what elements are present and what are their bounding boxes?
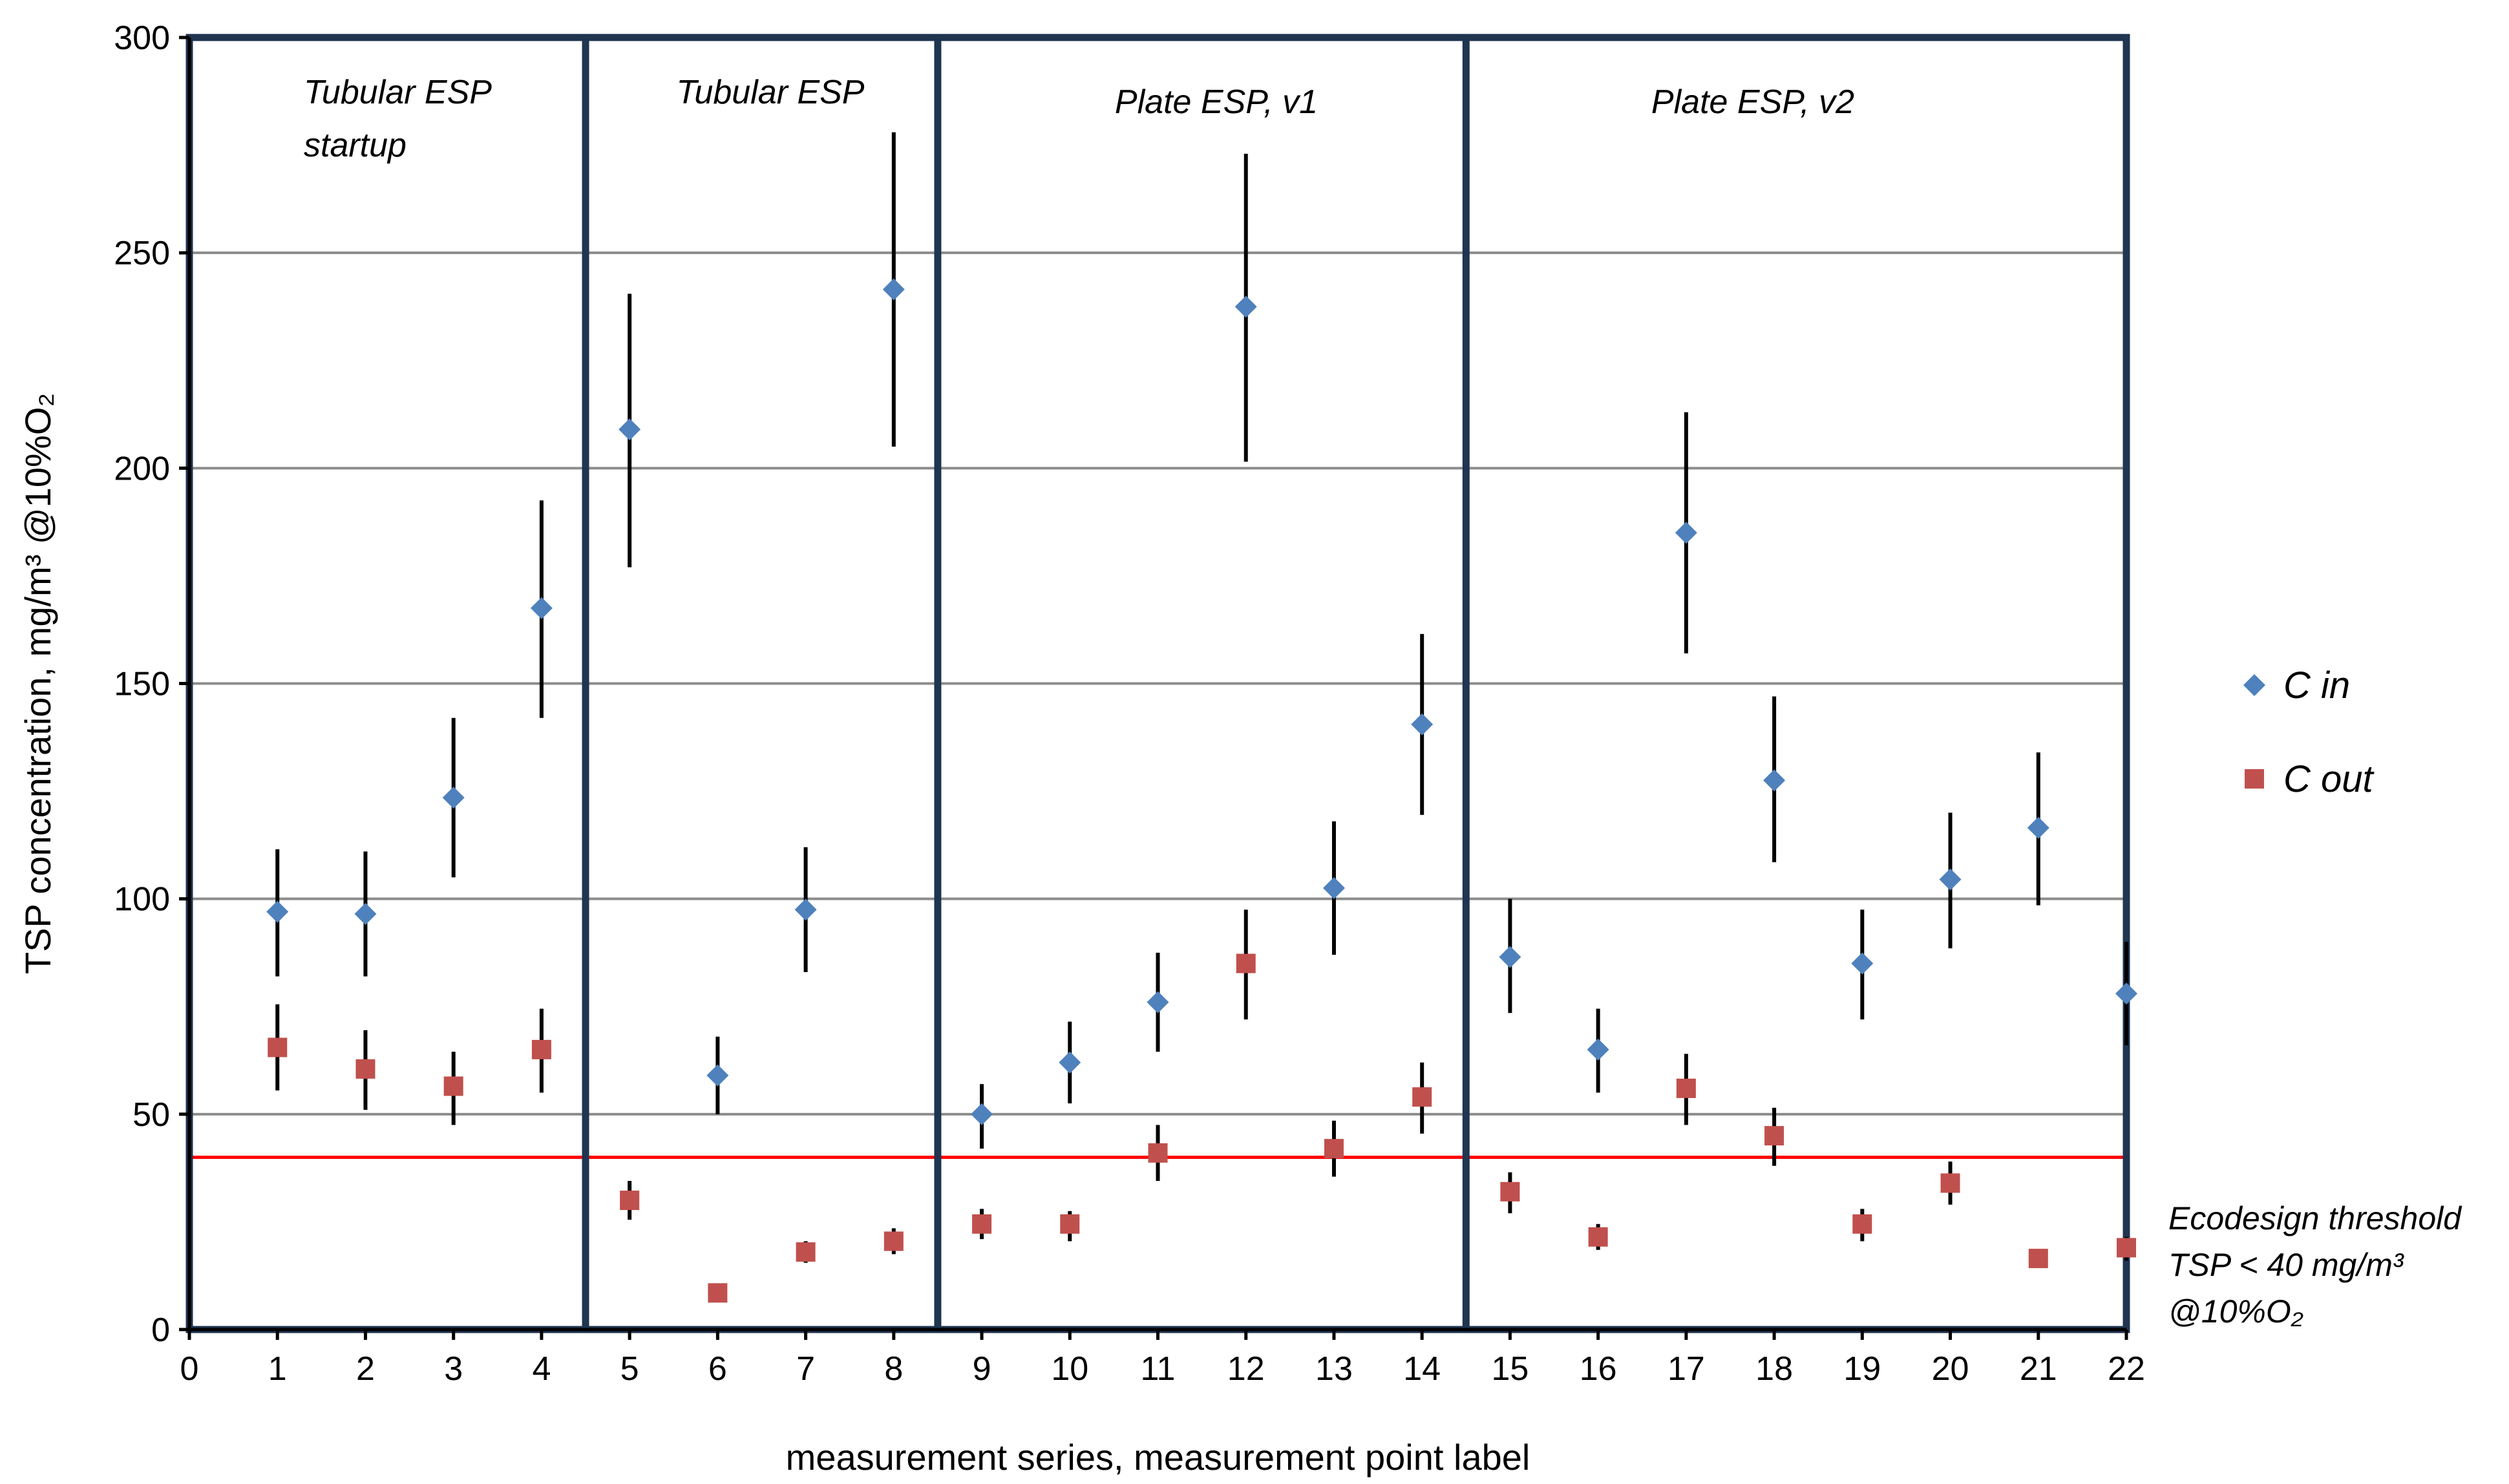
- x-tick-label-17: 17: [1667, 1350, 1705, 1388]
- c-out-point-15: [1500, 1182, 1520, 1202]
- c-in-point-10: [1059, 1051, 1081, 1074]
- c-out-point-13: [1324, 1139, 1344, 1159]
- c-out-point-18: [1764, 1126, 1784, 1146]
- x-tick-label-7: 7: [796, 1350, 815, 1388]
- x-tick-label-10: 10: [1051, 1350, 1088, 1388]
- x-tick-label-12: 12: [1227, 1350, 1265, 1388]
- c-in-point-16: [1587, 1038, 1609, 1061]
- c-out-point-4: [531, 1039, 551, 1059]
- c-out-point-1: [268, 1037, 288, 1057]
- y-tick-label-250: 250: [114, 235, 170, 272]
- x-tick-label-8: 8: [884, 1350, 903, 1388]
- c-out-point-19: [1852, 1214, 1872, 1234]
- data-points: [266, 278, 2137, 1303]
- c-out-point-17: [1676, 1078, 1696, 1098]
- c-in-point-22: [2115, 982, 2137, 1005]
- x-tick-label-20: 20: [1932, 1350, 1969, 1388]
- c-in-point-20: [1939, 868, 1962, 891]
- c-out-point-10: [1060, 1214, 1080, 1234]
- c-in-point-11: [1147, 991, 1169, 1013]
- x-tick-label-6: 6: [708, 1350, 727, 1388]
- c-in-point-4: [530, 597, 553, 619]
- c-in-point-6: [706, 1064, 729, 1086]
- c-in-point-21: [2027, 816, 2049, 839]
- c-out-point-7: [796, 1242, 816, 1262]
- region-label-1: Tubular ESP startup: [304, 74, 492, 164]
- y-tick-label-200: 200: [114, 450, 170, 487]
- y-tick-label-150: 150: [114, 666, 170, 703]
- y-tick-label-100: 100: [114, 881, 170, 918]
- c-in-point-9: [971, 1103, 993, 1125]
- c-out-point-5: [620, 1191, 640, 1211]
- x-tick-label-21: 21: [2020, 1350, 2057, 1388]
- c-out-point-16: [1588, 1227, 1608, 1247]
- c-in-point-8: [882, 278, 905, 301]
- region-label-4: Plate ESP, v2: [1651, 83, 1854, 121]
- x-tick-label-15: 15: [1491, 1350, 1529, 1388]
- c-out-point-12: [1236, 953, 1256, 973]
- legend-c-in-label: C in: [2283, 664, 2350, 706]
- c-in-point-18: [1763, 769, 1786, 792]
- error-bars: [275, 132, 2128, 1263]
- x-tick-label-22: 22: [2108, 1350, 2145, 1388]
- x-tick-label-2: 2: [356, 1350, 375, 1388]
- x-tick-label-1: 1: [268, 1350, 287, 1388]
- x-tick-label-4: 4: [532, 1350, 551, 1388]
- y-tick-label-300: 300: [114, 19, 170, 57]
- c-out-point-20: [1940, 1173, 1960, 1193]
- legend: C in C out: [2243, 664, 2375, 800]
- c-in-point-14: [1411, 713, 1434, 736]
- c-in-point-2: [354, 902, 377, 925]
- x-axis-title: measurement series, measurement point la…: [786, 1437, 1530, 1478]
- x-tick-label-5: 5: [620, 1350, 639, 1388]
- c-in-point-17: [1675, 522, 1697, 544]
- c-in-point-19: [1851, 952, 1874, 975]
- y-tick-label-50: 50: [132, 1096, 170, 1134]
- c-out-point-9: [972, 1214, 992, 1234]
- x-tick-label-9: 9: [973, 1350, 991, 1388]
- legend-c-out-marker: [2245, 769, 2264, 789]
- threshold-note: Ecodesign threshold TSP < 40 mg/m³ @10%O₂: [2168, 1200, 2462, 1330]
- region-label-3: Plate ESP, v1: [1115, 83, 1318, 121]
- c-in-point-5: [619, 418, 641, 441]
- c-out-point-21: [2028, 1249, 2048, 1269]
- x-tick-label-14: 14: [1403, 1350, 1441, 1388]
- legend-c-in-marker: [2243, 674, 2265, 696]
- c-out-point-2: [355, 1059, 376, 1079]
- c-in-point-15: [1499, 946, 1521, 968]
- x-tick-label-13: 13: [1315, 1350, 1353, 1388]
- legend-c-out-label: C out: [2283, 758, 2375, 800]
- x-tick-label-18: 18: [1755, 1350, 1793, 1388]
- y-tick-label-0: 0: [151, 1311, 170, 1349]
- c-in-point-12: [1234, 295, 1257, 318]
- x-tick-label-16: 16: [1580, 1350, 1617, 1388]
- c-out-point-14: [1412, 1087, 1432, 1107]
- c-out-point-11: [1148, 1143, 1168, 1163]
- c-in-point-1: [266, 900, 289, 923]
- c-out-point-3: [443, 1076, 463, 1096]
- c-out-point-8: [884, 1231, 904, 1251]
- c-out-point-22: [2117, 1238, 2136, 1258]
- x-tick-label-11: 11: [1141, 1350, 1176, 1388]
- x-tick-label-19: 19: [1843, 1350, 1881, 1388]
- x-tick-label-0: 0: [180, 1350, 199, 1388]
- c-in-point-3: [442, 787, 465, 809]
- c-in-point-13: [1322, 877, 1345, 900]
- c-out-point-6: [708, 1283, 728, 1303]
- c-in-point-7: [794, 898, 817, 921]
- labels: measurement series, measurement point la…: [17, 74, 2462, 1478]
- region-label-2: Tubular ESP: [677, 74, 865, 111]
- y-axis-title: TSP concentration, mg/m³ @10%O₂: [17, 393, 58, 974]
- x-tick-label-3: 3: [444, 1350, 463, 1388]
